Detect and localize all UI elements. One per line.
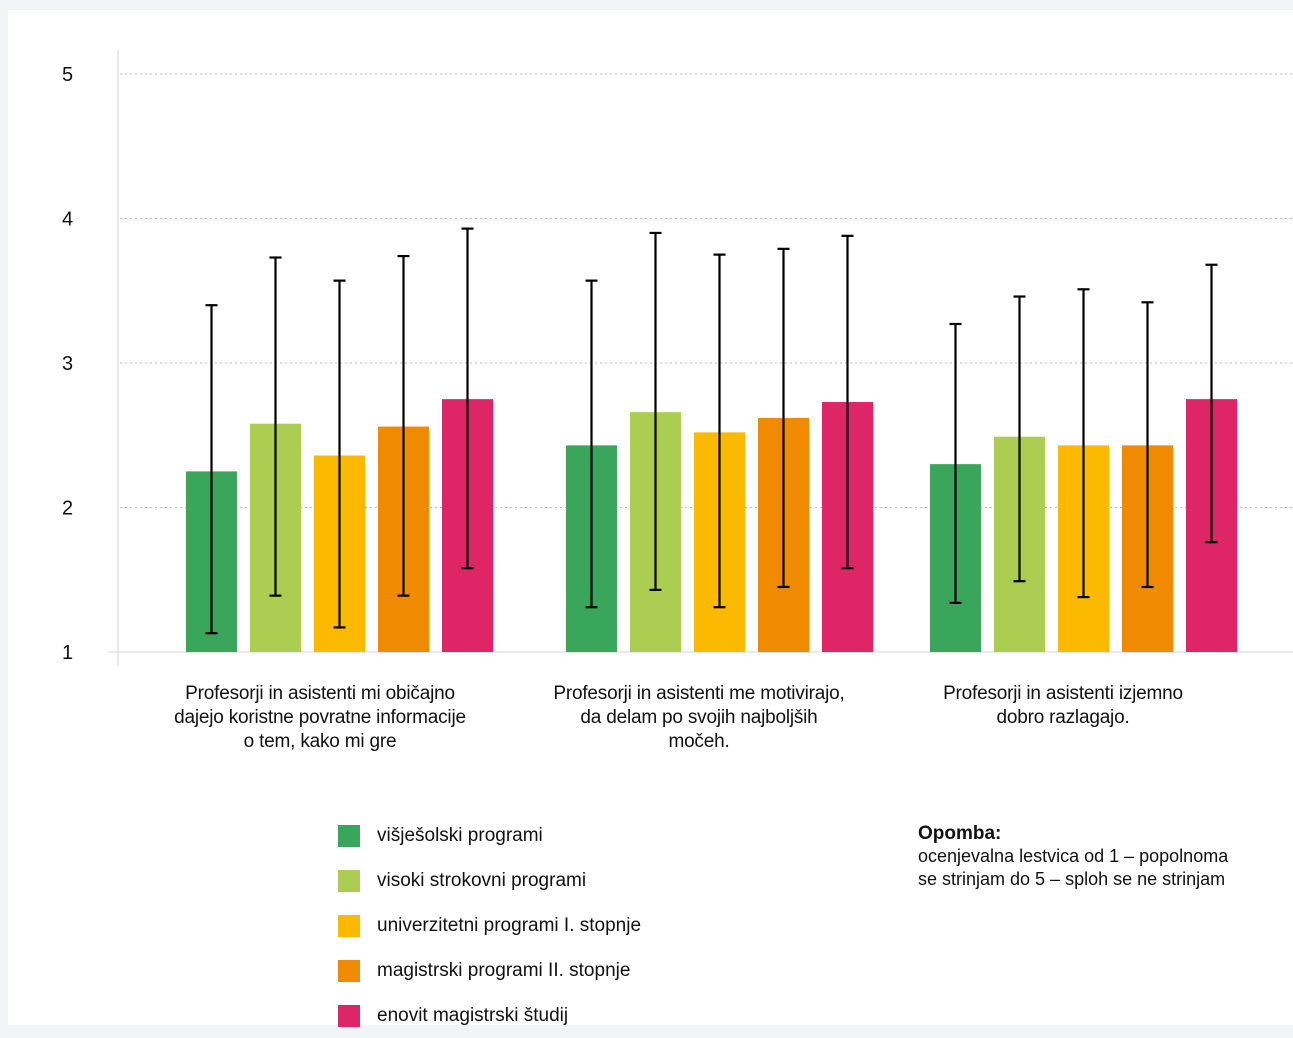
chart-plot: 1 2 3 4 5 (62, 50, 1293, 666)
legend-item: univerzitetni programi I. stopnje (338, 903, 641, 948)
legend: višješolski programi visoki strokovni pro… (338, 813, 641, 1038)
legend-label: višješolski programi (377, 824, 543, 846)
note: Opomba: ocenjevalna lestvica od 1 – popo… (918, 822, 1278, 891)
legend-label: visoki strokovni programi (377, 869, 587, 891)
y-tick-label: 1 (62, 642, 73, 664)
category-label-1: Profesorji in asistenti mi običajno daje… (174, 683, 466, 752)
legend-label: enovit magistrski študij (377, 1004, 569, 1026)
legend-label: magistrski programi II. stopnje (377, 959, 631, 981)
legend-swatch (338, 869, 360, 892)
category-label-3: Profesorji in asistenti izjemno dobro ra… (943, 683, 1183, 728)
y-tick-label: 2 (62, 498, 73, 520)
legend-item: visoki strokovni programi (338, 858, 641, 903)
legend-item: višješolski programi (338, 813, 641, 858)
legend-item: magistrski programi II. stopnje (338, 948, 641, 993)
legend-swatch (338, 959, 360, 982)
y-tick-label: 4 (62, 209, 73, 231)
note-title: Opomba: (918, 823, 1002, 844)
category-label-2: Profesorji in asistenti me motivirajo, d… (553, 683, 845, 752)
legend-swatch (338, 914, 360, 937)
y-tick-label: 3 (62, 353, 73, 375)
legend-swatch (338, 1004, 360, 1027)
legend-swatch (338, 824, 360, 847)
legend-label: univerzitetni programi I. stopnje (377, 914, 642, 936)
legend-item: enovit magistrski študij (338, 993, 641, 1038)
chart-panel: 1 2 3 4 5 Profesorji in asistenti mi običajn… (8, 10, 1293, 1027)
y-tick-label: 5 (62, 64, 73, 86)
note-text: ocenjevalna lestvica od 1 – popolnoma se… (918, 846, 1229, 889)
